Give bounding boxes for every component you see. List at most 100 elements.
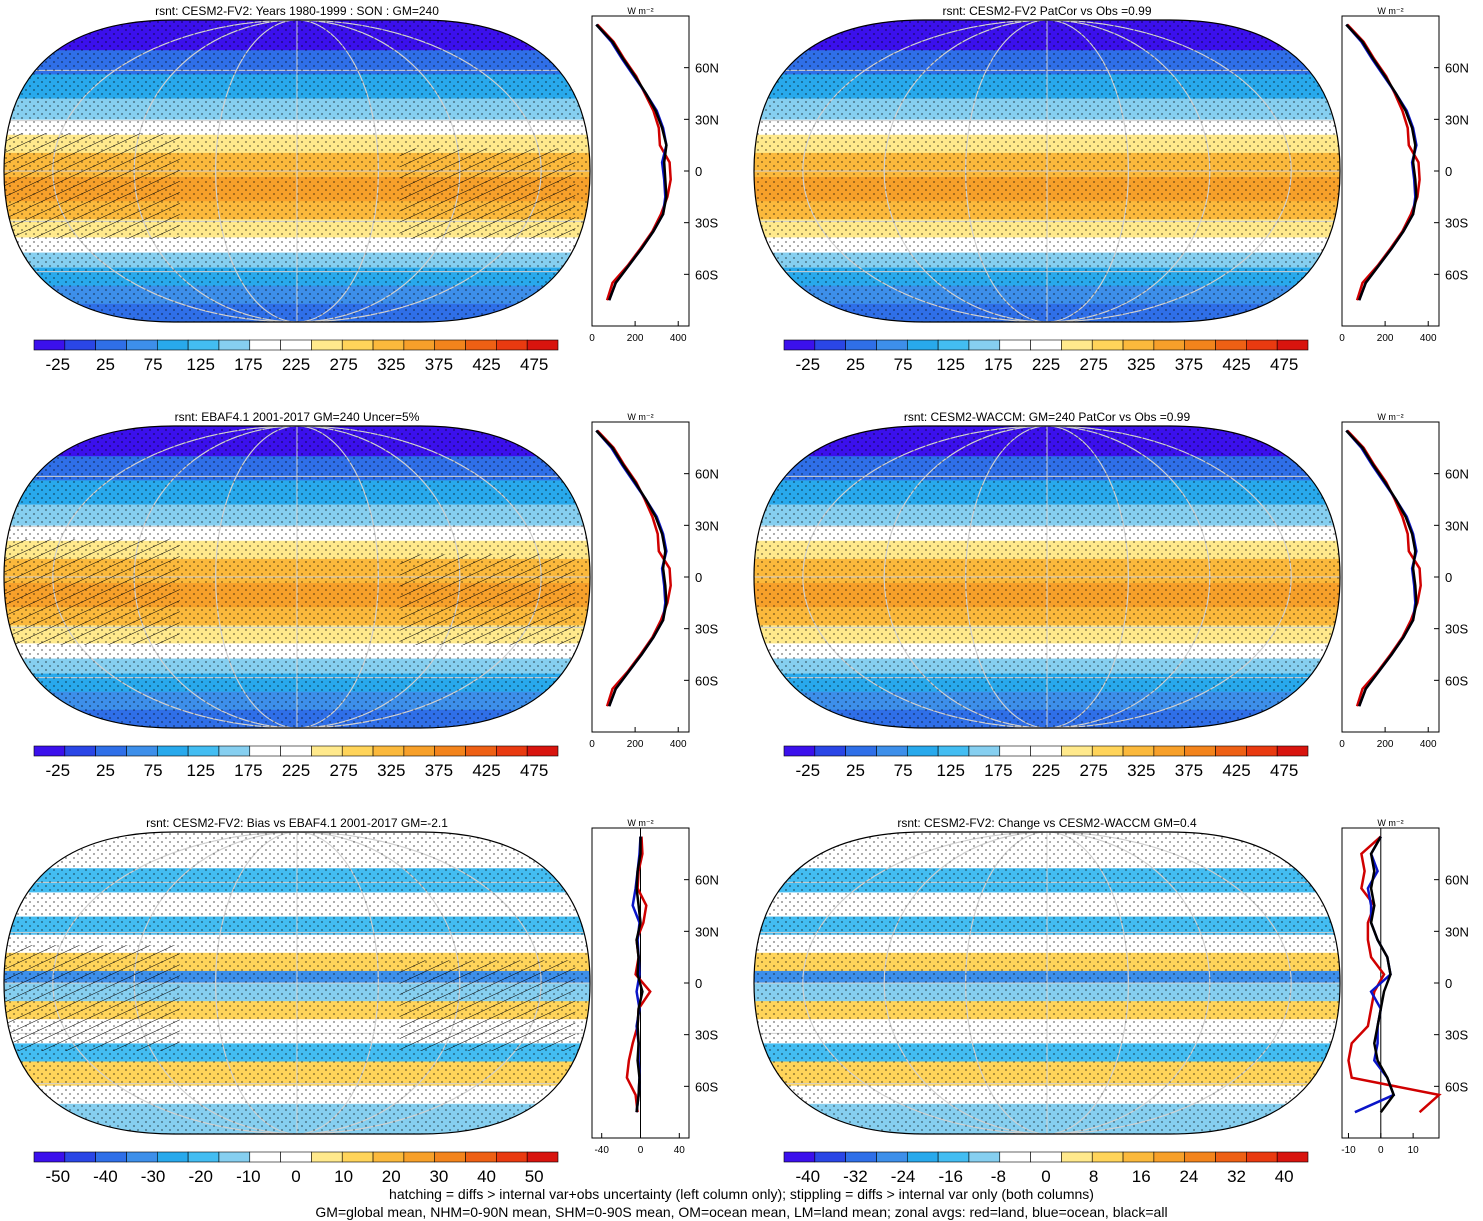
colorbar-label: -16 [938,1167,963,1186]
colorbar-swatch [126,1151,158,1163]
colorbar-label: 25 [96,355,115,374]
colorbar-swatch [1153,339,1186,351]
zonal-mean-plot: W m⁻² 60N 30N 0 30S 60S 0 200 400 [589,412,719,750]
colorbar-swatch [465,745,497,757]
lat-label: 30N [1445,924,1469,939]
lat-label: 0 [1445,570,1452,585]
colorbar-swatch [1215,339,1247,351]
x-label: 400 [1420,739,1437,750]
colorbar-swatch [341,745,374,757]
colorbar-label: 425 [1222,355,1250,374]
colorbar-swatch [1153,1151,1186,1163]
colorbar-swatch [187,745,220,757]
colorbar-label: -40 [93,1167,118,1186]
colorbar-swatch [218,339,251,351]
colorbar-swatch [783,339,816,351]
lat-label: 30N [1445,518,1469,533]
panel-title: rsnt: CESM2-FV2: Change vs CESM2-WACCM G… [897,816,1197,830]
colorbar-swatch [906,1151,939,1163]
colorbar-label: -25 [46,355,71,374]
colorbar-label: 75 [144,761,163,780]
hatching [399,148,576,239]
colorbar-label: 32 [1227,1167,1246,1186]
zonal-frame [591,15,690,327]
map-field [754,20,1340,322]
zonal-all-line [1345,23,1418,301]
colorbar-swatch [1030,745,1062,757]
colorbar-swatch [937,1151,970,1163]
map-outline [3,19,591,323]
x-label: 400 [1420,333,1437,344]
colorbar-swatch [1091,745,1124,757]
colorbar-label: 425 [472,761,500,780]
colorbar-swatch [64,1151,96,1163]
colorbar-label: 0 [291,1167,300,1186]
colorbar-swatch [1153,745,1186,757]
lat-label: 30S [1445,622,1468,637]
x-label: 0 [1339,739,1345,750]
colorbar-swatch [1184,745,1216,757]
x-label: -40 [594,1145,609,1156]
colorbar-label: 30 [429,1167,448,1186]
colorbar-label: 25 [846,761,865,780]
colorbar-swatch [845,745,877,757]
colorbar-label: 225 [282,355,310,374]
panel-title: rsnt: EBAF4.1 2001-2017 GM=240 Uncer=5% [175,410,420,424]
colorbar-label: 225 [282,761,310,780]
colorbar-swatch [1276,745,1309,757]
x-label: 10 [1408,1145,1420,1156]
colorbar: -25 25 75 125 175 225 275 325 375 425 475 [33,339,559,374]
colorbar-label: 50 [525,1167,544,1186]
lat-label: 30S [1445,1028,1468,1043]
colorbar-swatch [33,1151,66,1163]
colorbar-swatch [465,339,497,351]
colorbar-label: 275 [329,761,357,780]
lat-label: 30S [1445,216,1468,231]
zonal-mean-plot: W m⁻² 60N 30N 0 30S 60S -40 0 40 [591,818,719,1156]
colorbar-swatch [95,1151,127,1163]
panel-6: rsnt: CESM2-FV2: Change vs CESM2-WACCM G… [753,816,1469,1186]
colorbar-label: 20 [382,1167,401,1186]
x-label: 0 [1378,1145,1384,1156]
colorbar-label: 475 [520,761,548,780]
colorbar-swatch [526,745,559,757]
colorbar-label: 75 [894,355,913,374]
colorbar-swatch [1276,339,1309,351]
lat-label: 60S [1445,267,1468,282]
panel-title: rsnt: CESM2-WACCM: GM=240 PatCor vs Obs … [904,410,1191,424]
panel-3: rsnt: EBAF4.1 2001-2017 GM=240 Uncer=5% -… [3,410,719,780]
colorbar-label: 475 [520,355,548,374]
colorbar-label: -25 [46,761,71,780]
panel-title: rsnt: CESM2-FV2: Years 1980-1999 : SON :… [155,4,439,18]
colorbar: -25 25 75 125 175 225 275 325 375 425 475 [33,745,559,780]
colorbar-swatch [876,745,908,757]
colorbar-swatch [1030,1151,1062,1163]
footer-line-1: hatching = diffs > internal var+obs unce… [389,1186,1094,1202]
map-field [754,426,1340,728]
colorbar-swatch [156,745,189,757]
map-field [4,426,590,728]
colorbar-label: 8 [1089,1167,1098,1186]
colorbar-swatch [526,1151,559,1163]
lat-label: 60S [695,673,718,688]
colorbar-swatch [95,745,127,757]
colorbar-swatch [372,339,405,351]
colorbar-label: 25 [96,761,115,780]
lat-label: 0 [1445,976,1452,991]
zonal-mean-plot: W m⁻² 60N 30N 0 30S 60S 0 200 400 [1339,6,1469,344]
zonal-unit-label: W m⁻² [1377,6,1403,16]
colorbar-swatch [249,339,281,351]
colorbar-swatch [937,339,970,351]
x-label: 40 [674,1145,686,1156]
map-outline [753,19,1341,323]
colorbar-swatch [126,745,158,757]
zonal-all-line [595,429,668,707]
colorbar-label: 275 [329,355,357,374]
colorbar-label: -20 [188,1167,213,1186]
zonal-land-line [1347,835,1442,1114]
colorbar-label: 325 [1127,355,1155,374]
lat-label: 60S [695,1079,718,1094]
hatching [4,945,180,1051]
colorbar-swatch [1061,745,1093,757]
colorbar-label: 10 [334,1167,353,1186]
